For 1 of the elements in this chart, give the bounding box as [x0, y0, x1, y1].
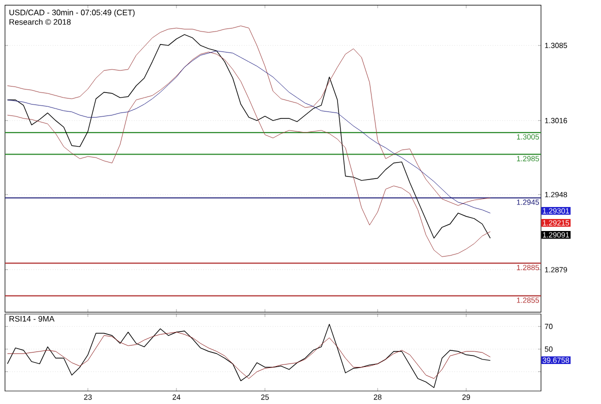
line-series: [7, 324, 491, 388]
